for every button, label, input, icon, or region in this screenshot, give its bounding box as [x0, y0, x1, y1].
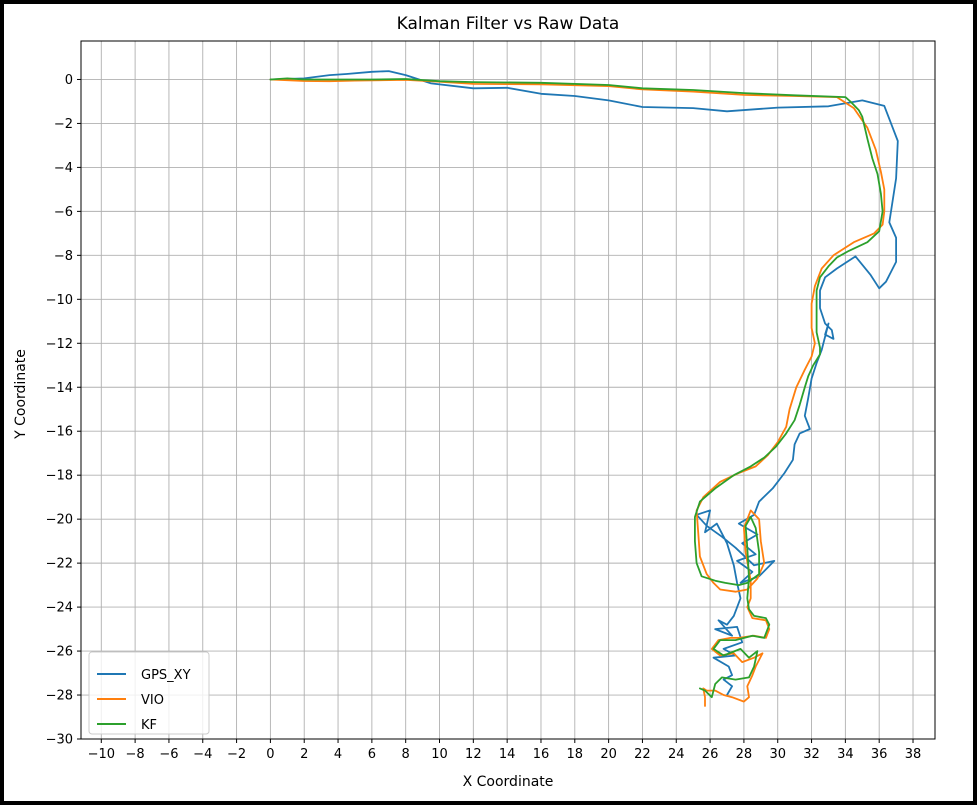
- legend: GPS_XY VIO KF: [88, 651, 210, 735]
- y-tick-label: −10: [46, 293, 73, 308]
- legend-label-vio: VIO: [141, 693, 164, 708]
- y-tick-label: −2: [54, 117, 73, 132]
- legend-label-kf: KF: [141, 718, 157, 733]
- y-tick-label: −14: [46, 381, 73, 396]
- y-tick-label: −22: [46, 557, 73, 572]
- x-tick-label: 22: [634, 747, 651, 762]
- x-tick-label: 20: [600, 747, 617, 762]
- x-tick-label: 34: [837, 747, 854, 762]
- x-tick-label: 18: [567, 747, 584, 762]
- x-tick-label: 16: [533, 747, 550, 762]
- x-tick-label: −10: [88, 747, 115, 762]
- y-axis-label: Y Coordinate: [13, 349, 29, 440]
- y-tick-label: −20: [46, 513, 73, 528]
- x-tick-label: 14: [499, 747, 516, 762]
- y-tick-label: −16: [46, 425, 73, 440]
- axes-box: [80, 40, 936, 740]
- series-line-kf: [269, 77, 884, 699]
- x-tick-label: −2: [227, 747, 246, 762]
- x-tick-label: 26: [702, 747, 719, 762]
- x-tick-label: 24: [668, 747, 685, 762]
- x-tick-label: 2: [300, 747, 308, 762]
- tick-layer: −10 −8 −6 −4 −2 0 2 4 6 8 10 12 14 16 18 20 22 24 26 28 30 32…: [46, 73, 922, 762]
- y-tick-label: 0: [65, 73, 73, 88]
- x-tick-label: 8: [402, 747, 410, 762]
- y-tick-label: −30: [46, 733, 73, 748]
- legend-label-gps-xy: GPS_XY: [141, 668, 191, 683]
- y-tick-label: −12: [46, 337, 73, 352]
- y-tick-label: −24: [46, 601, 73, 616]
- x-tick-label: 32: [803, 747, 820, 762]
- y-tick-label: −8: [54, 249, 73, 264]
- x-tick-label: 4: [334, 747, 342, 762]
- y-tick-label: −4: [54, 161, 73, 176]
- legend-entries: GPS_XY VIO KF: [97, 668, 191, 733]
- x-tick-label: −8: [126, 747, 145, 762]
- series-line-gps-xy: [269, 70, 899, 696]
- series-line-vio: [269, 78, 886, 707]
- x-tick-label: 0: [266, 747, 274, 762]
- grid-layer: [81, 41, 935, 740]
- x-tick-label: 10: [431, 747, 448, 762]
- x-tick-label: 28: [736, 747, 753, 762]
- x-tick-label: −6: [159, 747, 178, 762]
- x-tick-label: −4: [193, 747, 212, 762]
- y-tick-label: −6: [54, 205, 73, 220]
- x-tick-label: 6: [368, 747, 376, 762]
- x-tick-label: 36: [871, 747, 888, 762]
- y-tick-label: −28: [46, 689, 73, 704]
- chart-frame: −10 −8 −6 −4 −2 0 2 4 6 8 10 12 14 16 18 20 22 24 26 28 30 32…: [4, 4, 973, 801]
- plot-svg: −10 −8 −6 −4 −2 0 2 4 6 8 10 12 14 16 18 20 22 24 26 28 30 32…: [13, 14, 936, 790]
- chart-title: Kalman Filter vs Raw Data: [397, 14, 620, 34]
- series-layer: [269, 70, 899, 707]
- x-tick-label: 12: [465, 747, 482, 762]
- x-tick-label: 38: [905, 747, 922, 762]
- x-axis-label: X Coordinate: [463, 774, 554, 790]
- y-tick-label: −26: [46, 645, 73, 660]
- y-tick-label: −18: [46, 469, 73, 484]
- legend-box: [88, 651, 210, 735]
- x-tick-label: 30: [769, 747, 786, 762]
